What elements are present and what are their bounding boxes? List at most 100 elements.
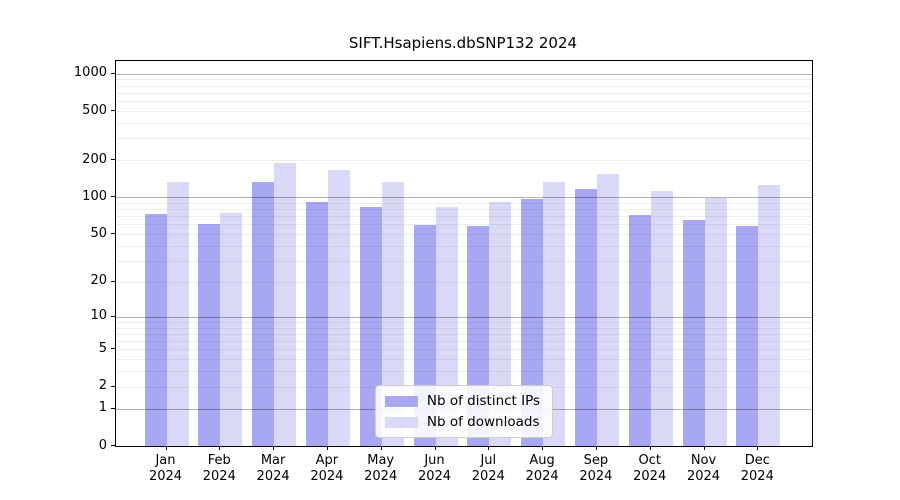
gridline-500 <box>116 111 812 112</box>
bar-distinct-ips-apr-2024 <box>305 201 328 446</box>
y-tick-mark-50 <box>111 233 115 235</box>
x-tick-label-dec-2024: Dec 2024 <box>740 453 774 484</box>
legend-swatch-distinct-ips <box>384 395 418 407</box>
bar-downloads-mar-2024 <box>274 162 297 446</box>
gridline-100 <box>116 197 812 199</box>
legend-label-downloads: Nb of downloads <box>426 414 540 430</box>
bar-downloads-jan-2024 <box>166 182 189 446</box>
x-tick-label-oct-2024: Oct 2024 <box>633 453 667 484</box>
y-tick-mark-0 <box>111 445 115 446</box>
x-tick-label-aug-2024: Aug 2024 <box>525 453 559 484</box>
gridline-800 <box>116 85 812 87</box>
gridline-400 <box>116 123 812 124</box>
y-tick-mark-20 <box>111 280 115 282</box>
y-tick-label-2: 2 <box>98 378 107 394</box>
x-tick-label-may-2024: May 2024 <box>364 453 398 484</box>
x-tick-mark-apr-2024 <box>326 446 328 450</box>
x-tick-mark-mar-2024 <box>273 446 275 450</box>
y-tick-mark-1000 <box>111 72 115 74</box>
gridline-300 <box>116 138 812 140</box>
gridline-60 <box>116 224 812 226</box>
x-tick-label-apr-2024: Apr 2024 <box>310 453 344 484</box>
gridline-200 <box>116 160 812 162</box>
x-tick-mark-dec-2024 <box>757 446 759 450</box>
bar-distinct-ips-aug-2024 <box>521 198 544 446</box>
chart-title: SIFT.Hsapiens.dbSNP132 2024 <box>348 34 578 52</box>
x-tick-mark-feb-2024 <box>219 446 221 450</box>
gridline-20 <box>116 281 812 283</box>
bar-downloads-jul-2024 <box>489 201 512 446</box>
x-tick-mark-jan-2024 <box>165 446 167 450</box>
bar-distinct-ips-nov-2024 <box>682 220 705 446</box>
bar-downloads-may-2024 <box>381 182 404 446</box>
gridline-30 <box>116 260 812 262</box>
legend-item-distinct-ips: Nb of distinct IPs <box>384 393 541 409</box>
gridline-8 <box>116 327 812 329</box>
y-tick-label-0: 0 <box>98 437 107 453</box>
gridline-600 <box>116 101 812 103</box>
x-tick-mark-nov-2024 <box>703 446 705 450</box>
x-tick-mark-may-2024 <box>380 446 382 450</box>
plot-area: Nb of distinct IPs Nb of downloads <box>115 60 813 447</box>
bar-downloads-oct-2024 <box>650 190 673 446</box>
y-tick-label-500: 500 <box>82 102 107 118</box>
legend-swatch-downloads <box>384 416 418 428</box>
gridline-50 <box>116 234 812 236</box>
y-tick-label-5: 5 <box>98 340 107 356</box>
gridline-40 <box>116 245 812 247</box>
x-tick-mark-oct-2024 <box>649 446 651 450</box>
legend: Nb of distinct IPs Nb of downloads <box>374 385 554 438</box>
bar-downloads-sep-2024 <box>596 174 619 446</box>
bar-downloads-nov-2024 <box>704 198 727 446</box>
y-tick-label-100: 100 <box>82 188 107 204</box>
bar-distinct-ips-oct-2024 <box>628 214 651 446</box>
x-tick-label-jun-2024: Jun 2024 <box>417 453 452 484</box>
bar-downloads-dec-2024 <box>758 184 781 446</box>
x-tick-label-jan-2024: Jan 2024 <box>148 453 183 484</box>
legend-label-distinct-ips: Nb of distinct IPs <box>426 393 541 409</box>
gridline-10 <box>116 316 812 318</box>
bar-distinct-ips-feb-2024 <box>198 223 221 446</box>
x-tick-label-sep-2024: Sep 2024 <box>579 453 613 484</box>
y-tick-label-1000: 1000 <box>73 65 107 81</box>
gridline-90 <box>116 202 812 204</box>
y-tick-label-20: 20 <box>90 273 107 289</box>
y-tick-mark-2 <box>111 385 115 387</box>
gridline-4 <box>116 359 812 361</box>
y-tick-mark-5 <box>111 348 115 350</box>
y-tick-label-200: 200 <box>82 151 107 167</box>
x-tick-label-jul-2024: Jul 2024 <box>471 453 505 484</box>
bar-distinct-ips-jan-2024 <box>144 214 167 446</box>
gridline-5 <box>116 349 812 351</box>
gridline-700 <box>116 92 812 94</box>
y-tick-mark-200 <box>111 159 115 161</box>
x-tick-label-mar-2024: Mar 2024 <box>256 453 290 484</box>
gridline-1000 <box>116 73 812 75</box>
y-tick-mark-10 <box>111 315 115 317</box>
x-tick-mark-sep-2024 <box>595 446 597 450</box>
gridline-80 <box>116 209 812 211</box>
bar-downloads-apr-2024 <box>327 169 350 446</box>
x-tick-label-feb-2024: Feb 2024 <box>202 453 236 484</box>
x-tick-mark-jul-2024 <box>488 446 490 450</box>
x-tick-label-nov-2024: Nov 2024 <box>686 453 721 484</box>
gridline-3 <box>116 371 812 373</box>
y-tick-label-50: 50 <box>90 225 107 241</box>
x-tick-mark-jun-2024 <box>434 446 436 450</box>
gridline-6 <box>116 341 812 343</box>
y-tick-mark-1 <box>111 407 115 409</box>
bar-distinct-ips-sep-2024 <box>574 188 597 446</box>
bar-downloads-aug-2024 <box>543 182 566 446</box>
bar-distinct-ips-dec-2024 <box>736 226 759 446</box>
bar-distinct-ips-mar-2024 <box>252 181 275 446</box>
y-tick-mark-100 <box>111 196 115 198</box>
gridline-7 <box>116 333 812 335</box>
x-tick-mark-aug-2024 <box>542 446 544 450</box>
y-tick-label-10: 10 <box>90 308 107 324</box>
gridline-900 <box>116 79 812 81</box>
y-tick-label-1: 1 <box>98 400 107 416</box>
y-tick-mark-500 <box>111 110 115 111</box>
gridline-70 <box>116 216 812 218</box>
legend-item-downloads: Nb of downloads <box>384 414 540 430</box>
